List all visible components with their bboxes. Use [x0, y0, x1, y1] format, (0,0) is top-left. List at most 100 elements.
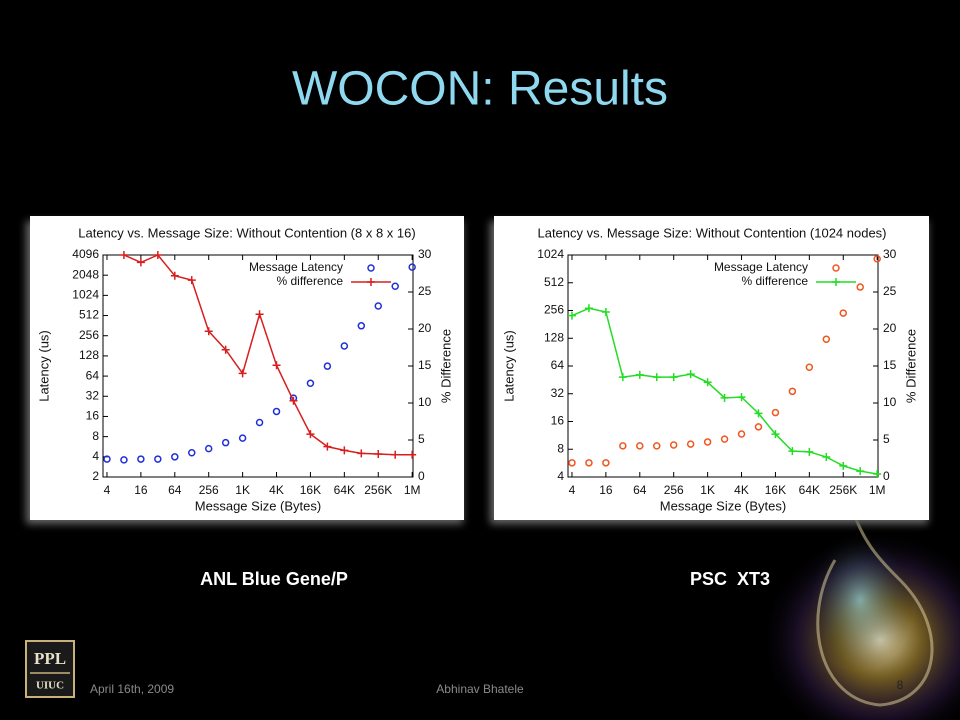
data-point	[720, 435, 729, 443]
y-tick-label: 32	[86, 388, 100, 402]
data-point	[289, 396, 298, 405]
data-point	[669, 373, 678, 382]
y2-tick-label: 30	[883, 247, 897, 261]
y-tick-label: 16	[86, 409, 100, 423]
y-tick-label: 256	[544, 303, 564, 317]
data-point	[323, 442, 332, 451]
chart-title: Latency vs. Message Size: Without Conten…	[78, 225, 415, 240]
x-tick-label: 16	[134, 483, 148, 497]
data-point	[788, 387, 797, 396]
y-axis-label: Latency (us)	[501, 330, 516, 402]
data-point	[374, 302, 383, 310]
chart: Latency vs. Message Size: Without Conten…	[36, 225, 453, 513]
data-point	[754, 423, 763, 431]
data-point	[103, 455, 111, 463]
data-point	[873, 470, 882, 479]
y2-tick-label: 15	[418, 358, 432, 372]
y-tick-label: 128	[544, 330, 564, 344]
data-point	[221, 345, 230, 354]
data-point	[568, 459, 576, 467]
data-point	[255, 310, 264, 319]
logo-text: PPL	[34, 649, 66, 668]
chart: Latency vs. Message Size: Without Conten…	[501, 225, 918, 513]
y2-tick-label: 10	[418, 395, 432, 409]
data-point	[204, 444, 213, 453]
data-point	[171, 453, 179, 461]
x-tick-label: 64	[168, 483, 182, 497]
legend-label: % difference	[277, 274, 344, 288]
y-tick-label: 16	[551, 414, 565, 428]
y2-tick-label: 5	[883, 432, 890, 446]
x-tick-label: 64	[633, 483, 647, 497]
x-tick-label: 16K	[300, 483, 321, 497]
logo-text: UIUC	[36, 680, 64, 692]
caption: PSC XT3	[690, 569, 770, 589]
data-point	[272, 361, 281, 370]
y2-axis-label: % Difference	[438, 329, 453, 403]
data-point	[771, 408, 780, 417]
y-tick-label: 4	[92, 449, 99, 463]
x-tick-label: 16	[599, 483, 613, 497]
data-point	[788, 447, 797, 456]
legend-marker	[367, 264, 375, 272]
x-tick-label: 4K	[269, 483, 284, 497]
data-point	[669, 441, 678, 449]
data-point	[839, 461, 848, 470]
data-point	[805, 363, 814, 372]
y-tick-label: 32	[551, 386, 565, 400]
footer-date: April 16th, 2009	[90, 682, 174, 696]
chart-panel	[30, 216, 464, 520]
data-point	[618, 373, 627, 382]
data-point	[737, 393, 746, 402]
x-tick-label: 1M	[404, 483, 421, 497]
data-point	[822, 335, 831, 343]
data-point	[856, 467, 865, 476]
data-point	[255, 418, 264, 427]
data-point	[686, 370, 695, 379]
data-point	[357, 449, 366, 458]
data-point	[720, 393, 729, 402]
data-point	[170, 271, 179, 280]
legend-label: Message Latency	[249, 260, 343, 274]
x-tick-label: 16K	[765, 483, 786, 497]
x-axis-label: Message Size (Bytes)	[195, 498, 321, 513]
x-tick-label: 256	[199, 483, 219, 497]
data-point	[703, 438, 712, 446]
y-tick-label: 8	[92, 429, 99, 443]
x-tick-label: 256K	[829, 483, 857, 497]
y2-tick-label: 0	[883, 469, 890, 483]
y-tick-label: 64	[551, 358, 565, 372]
y-tick-label: 4	[557, 469, 564, 483]
data-point	[204, 327, 213, 336]
data-point	[653, 442, 661, 450]
x-tick-label: 256	[664, 483, 684, 497]
y-tick-label: 512	[79, 308, 99, 322]
data-point	[340, 446, 349, 455]
data-point	[686, 440, 695, 448]
data-point	[754, 409, 763, 418]
data-point	[187, 276, 196, 285]
data-point	[822, 453, 831, 462]
y-tick-label: 1024	[537, 247, 564, 261]
data-point	[601, 307, 610, 316]
y2-tick-label: 25	[883, 284, 897, 298]
data-point	[136, 258, 145, 267]
data-point	[703, 378, 712, 387]
y2-axis-label: % Difference	[903, 329, 918, 403]
y2-tick-label: 25	[418, 284, 432, 298]
data-point	[374, 450, 383, 459]
y-tick-label: 1024	[72, 288, 99, 302]
data-point	[839, 309, 848, 317]
data-point	[391, 282, 399, 291]
data-point	[856, 283, 864, 291]
data-point	[652, 373, 661, 382]
y-tick-label: 4096	[72, 247, 99, 261]
decoration-curve	[816, 499, 934, 707]
data-point	[584, 304, 593, 313]
data-point	[238, 434, 247, 442]
footer-author: Abhinav Bhatele	[436, 682, 524, 696]
data-point	[619, 442, 627, 450]
data-point	[737, 430, 746, 438]
y2-tick-label: 15	[883, 358, 897, 372]
y-axis-label: Latency (us)	[36, 330, 51, 402]
